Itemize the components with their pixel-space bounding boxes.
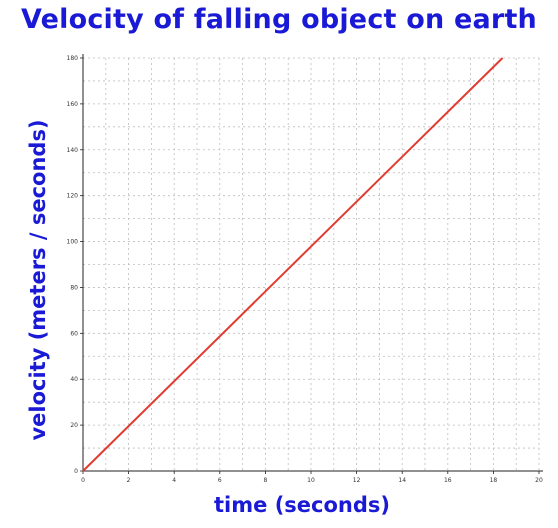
axes [82,54,543,472]
y-axis-label: velocity (meters / seconds) [26,119,50,440]
y-tick-label: 80 [70,284,78,291]
x-tick-label: 4 [172,477,176,484]
y-tick-label: 140 [67,147,79,154]
x-tick-label: 10 [307,477,315,484]
x-tick-label: 20 [535,477,543,484]
y-tick-label: 100 [67,239,79,246]
y-tick-label: 120 [67,193,79,200]
series-line [82,57,504,472]
x-tick-label: 16 [444,477,452,484]
y-tick-label: 0 [74,468,78,475]
y-tick-label: 60 [70,330,78,337]
chart-title: Velocity of falling object on earth [21,4,537,35]
y-tick-label: 20 [70,422,78,429]
y-tick-label: 160 [67,101,79,108]
y-tick-label: 40 [70,376,78,383]
y-tick-label: 180 [67,55,79,62]
x-tick-label: 0 [81,477,85,484]
x-tick-label: 8 [263,477,267,484]
x-tick-label: 14 [398,477,406,484]
ticks: 0 2 4 6 8 10 12 14 16 18 20 0 20 40 60 80 100 120 140 160 18… [67,55,543,484]
grid [83,57,540,471]
x-axis-label: time (seconds) [214,493,390,517]
x-tick-label: 6 [218,477,222,484]
x-tick-label: 2 [127,477,131,484]
x-tick-label: 18 [490,477,498,484]
x-tick-label: 12 [353,477,361,484]
series-layer [82,57,504,472]
